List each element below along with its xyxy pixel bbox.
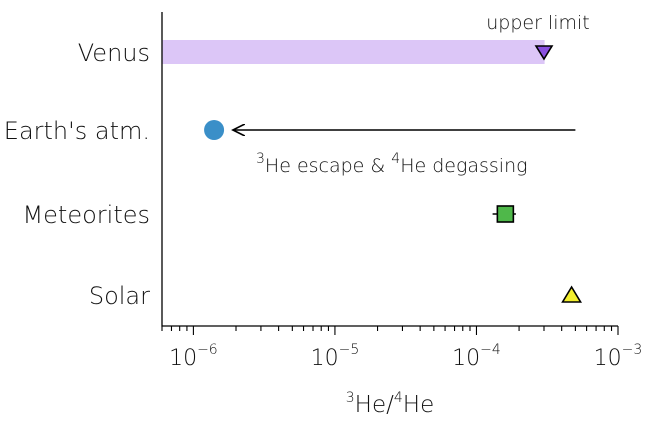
- category-label: Meteorites: [22, 201, 150, 229]
- category-label: Solar: [89, 282, 150, 310]
- x-tick-label: 10−6: [169, 342, 218, 371]
- x-tick-label: 10−3: [594, 342, 643, 371]
- category-label: Venus: [78, 39, 150, 67]
- escape-text-2: He degassing: [400, 155, 527, 177]
- escape-text-1: He escape &: [265, 155, 391, 177]
- x-tick-label: 10−4: [452, 342, 501, 371]
- escape-sup-4: 4: [391, 151, 400, 167]
- venus-band: [162, 40, 545, 64]
- x-axis-label: 3He/4He: [346, 390, 435, 418]
- xlabel-post: He: [403, 392, 434, 418]
- upper-limit-annotation: upper limit: [486, 12, 590, 34]
- venus-marker: [534, 45, 554, 61]
- xlabel-mid: He/: [355, 392, 394, 418]
- x-tick-label: 10−5: [311, 342, 360, 371]
- xlabel-sup-4: 4: [394, 390, 403, 406]
- category-label: Earth's atm.: [4, 117, 150, 145]
- escape-sup-3: 3: [256, 151, 265, 167]
- xlabel-sup-3: 3: [346, 390, 355, 406]
- meteorites-marker: [496, 205, 515, 223]
- escape-degassing-annotation: 3He escape & 4He degassing: [256, 151, 528, 177]
- earth-marker: [204, 120, 225, 140]
- solar-marker: [561, 285, 583, 303]
- axes-frame: [161, 12, 618, 327]
